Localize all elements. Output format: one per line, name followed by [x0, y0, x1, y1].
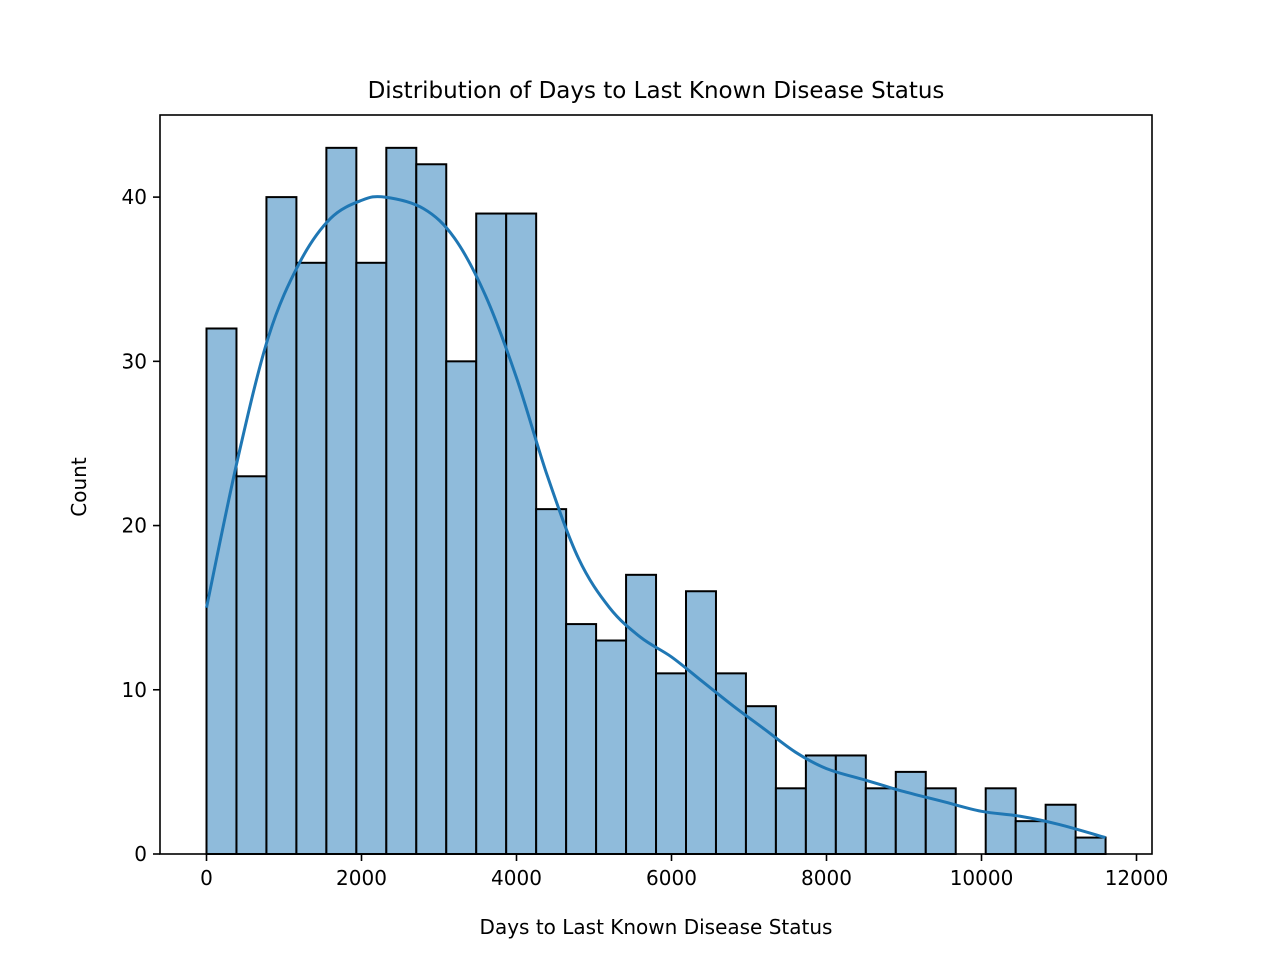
x-tick-label: 2000	[336, 866, 387, 890]
histogram-bar	[834, 754, 867, 856]
y-tick-label: 10	[122, 678, 147, 702]
histogram-bar	[295, 261, 328, 855]
y-tick-label: 0	[134, 842, 147, 866]
chart-title: Distribution of Days to Last Known Disea…	[368, 78, 945, 104]
x-tick-label: 8000	[801, 866, 852, 890]
histogram-bar	[565, 623, 598, 855]
kde-curve	[205, 195, 1106, 840]
histogram-bar	[535, 508, 568, 855]
histogram-bar	[1074, 836, 1107, 855]
histogram-bar	[445, 360, 478, 855]
histogram-bar	[984, 787, 1017, 855]
x-tick-label: 10000	[950, 866, 1014, 890]
bars-group	[205, 146, 1107, 856]
histogram-bar	[385, 146, 418, 856]
x-axis-label: Days to Last Known Disease Status	[480, 915, 833, 939]
x-tick-label: 0	[200, 866, 213, 890]
histogram-bar	[235, 475, 268, 855]
histogram-bar	[1044, 803, 1077, 856]
histogram-bar	[325, 146, 358, 856]
histogram-bar	[625, 573, 658, 855]
histogram-bar	[1014, 820, 1047, 856]
histogram-bar	[774, 787, 807, 855]
y-tick-label: 20	[122, 514, 147, 538]
x-tick-label: 12000	[1105, 866, 1169, 890]
y-tick-label: 30	[122, 349, 147, 373]
histogram-bar	[415, 163, 448, 855]
plot-frame	[159, 114, 1153, 855]
histogram-bar	[205, 327, 238, 855]
y-axis-label: Count	[67, 457, 91, 517]
histogram-bar	[714, 672, 747, 855]
x-axis-ticks: 0 2000 4000 6000 8000 10000 12000	[200, 854, 1168, 890]
histogram-bar	[864, 787, 897, 855]
histogram-bar	[595, 639, 628, 855]
histogram-bar	[655, 672, 688, 855]
histogram-bar	[685, 590, 717, 855]
histogram-bar	[505, 212, 538, 856]
x-tick-label: 6000	[646, 866, 697, 890]
y-tick-label: 40	[122, 185, 147, 209]
histogram-bar	[894, 770, 927, 856]
histogram-bar	[355, 261, 388, 855]
x-tick-label: 4000	[491, 866, 542, 890]
histogram-bar	[265, 196, 298, 856]
y-axis-ticks: 0 10 20 30 40	[122, 185, 160, 866]
